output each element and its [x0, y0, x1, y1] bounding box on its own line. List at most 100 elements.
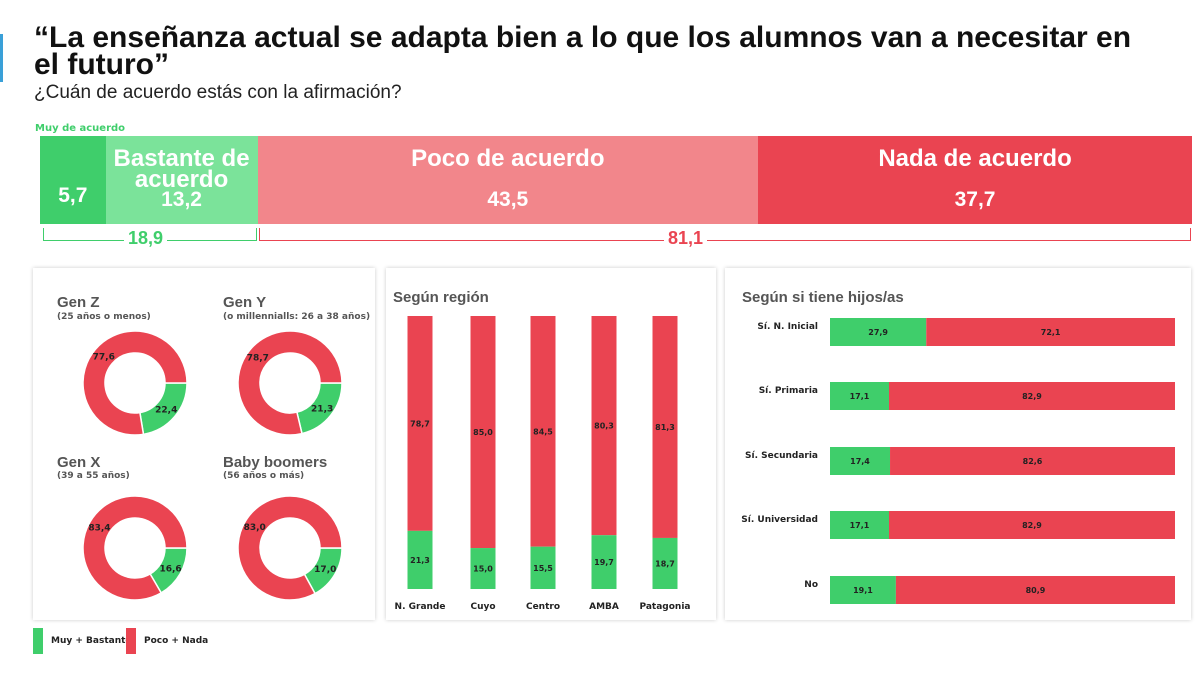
- children-value-label-muy-bastante: 19,1: [853, 586, 873, 595]
- segment-poco-de-acuerdo: Poco de acuerdo 43,5: [257, 136, 759, 224]
- donut-chart-baby-boomers: 17,0 83,0: [237, 495, 343, 601]
- group-bracket-disagree: [259, 228, 1191, 241]
- donut-chart-gen-z: 22,4 77,6: [82, 330, 188, 436]
- donut-subtitle-gen-z: (25 años o menos): [57, 312, 151, 322]
- region-bar-chart: 78,7 21,3 N. Grande 85,0 15,0 Cuyo 84,5 15,5 Cen…: [395, 316, 691, 612]
- children-panel: Según si tiene hijos/as 27,9 72,1 Sí. N. I…: [725, 268, 1191, 620]
- segment-value-label: 37,7: [954, 188, 996, 211]
- region-bar-muy-bastante: [470, 548, 496, 589]
- children-bar-poco-nada: [890, 447, 1175, 475]
- region-category-label: Cuyo: [470, 602, 495, 612]
- children-bar-muy-bastante: [830, 382, 889, 410]
- donut-slice-label-poco-nada: 77,6: [93, 352, 115, 362]
- donut-subtitle-gen-x: (39 a 55 años): [57, 471, 130, 481]
- donut-slice-poco-nada: [237, 330, 343, 436]
- donut-slice-label-poco-nada: 83,0: [244, 523, 266, 533]
- children-bar-muy-bastante: [830, 318, 927, 346]
- donut-slice-label-muy-bastante: 16,6: [159, 564, 181, 574]
- children-value-label-muy-bastante: 17,4: [850, 457, 870, 466]
- segment-label: Bastante de acuerdo: [113, 145, 250, 193]
- group-total-agree: 18,9: [124, 228, 168, 249]
- region-bar-poco-nada: [470, 316, 496, 549]
- segment-label: Nada de acuerdo: [878, 145, 1072, 172]
- donut-title-gen-y: Gen Y: [223, 294, 267, 311]
- legend-swatch-green: [33, 628, 43, 654]
- group-total-disagree: 81,1: [664, 228, 708, 249]
- agreement-stacked-bar: 5,7 Bastante de acuerdo 13,2 Poco de acuerd…: [40, 136, 1192, 224]
- children-bar-poco-nada: [926, 318, 1175, 346]
- region-category-label: AMBA: [589, 602, 619, 612]
- children-value-label-poco-nada: 82,6: [1023, 457, 1043, 466]
- region-bar-poco-nada: [652, 316, 678, 538]
- segment-value-label: 5,7: [58, 184, 88, 207]
- segment-value-label: 43,5: [487, 188, 529, 211]
- donut-subtitle-gen-y: (o millennialls: 26 a 38 años): [223, 312, 371, 322]
- region-category-label: Patagonia: [640, 602, 691, 612]
- donut-chart-gen-x: 16,6 83,4: [82, 495, 188, 601]
- donut-title-gen-x: Gen X: [57, 454, 101, 471]
- region-panel: Según región 78,7 21,3 N. Grande 85,0 15,0 Cu…: [386, 268, 716, 620]
- region-category-label: N. Grande: [395, 602, 446, 612]
- muy-de-acuerdo-label: Muy de acuerdo: [35, 123, 126, 134]
- region-bar-muy-bastante: [530, 546, 556, 589]
- region-value-label-muy-bastante: 15,5: [533, 564, 553, 573]
- page-title: “La enseñanza actual se adapta bien a lo…: [34, 21, 1132, 81]
- region-bar-poco-nada: [407, 316, 433, 531]
- region-value-label-muy-bastante: 15,0: [473, 565, 493, 574]
- children-value-label-poco-nada: 80,9: [1026, 586, 1046, 595]
- children-value-label-muy-bastante: 17,1: [850, 521, 870, 530]
- legend-swatch-red: [126, 628, 136, 654]
- region-panel-title: Según región: [393, 289, 489, 306]
- children-bar-chart: 27,9 72,1 Sí. N. Inicial 17,1 82,9 Sí. Primar…: [741, 318, 1175, 604]
- legend-label: Poco + Nada: [144, 636, 209, 646]
- children-bar-poco-nada: [888, 382, 1175, 410]
- segment-muy-de-acuerdo: 5,7: [40, 136, 106, 224]
- donut-slice-label-muy-bastante: 17,0: [314, 565, 336, 575]
- children-value-label-poco-nada: 72,1: [1041, 328, 1061, 337]
- segment-nada-de-acuerdo: Nada de acuerdo 37,7: [758, 136, 1192, 224]
- region-bar-poco-nada: [530, 316, 556, 547]
- region-value-label-poco-nada: 85,0: [473, 428, 493, 437]
- region-value-label-poco-nada: 80,3: [594, 422, 614, 431]
- donut-title-gen-z: Gen Z: [57, 294, 100, 311]
- children-bar-muy-bastante: [830, 576, 896, 604]
- children-category-label: Sí. Primaria: [759, 386, 818, 396]
- children-category-label: Sí. Secundaria: [745, 451, 818, 461]
- children-value-label-poco-nada: 82,9: [1022, 521, 1042, 530]
- region-bar-poco-nada: [591, 316, 617, 536]
- region-value-label-muy-bastante: 19,7: [594, 558, 614, 567]
- page-subtitle: ¿Cuán de acuerdo estás con la afirmación…: [34, 82, 402, 103]
- region-value-label-poco-nada: 84,5: [533, 427, 553, 436]
- legend-item-poco-nada: Poco + Nada: [126, 628, 208, 654]
- segment-bastante-de-acuerdo: Bastante de acuerdo 13,2: [105, 136, 258, 224]
- children-panel-title: Según si tiene hijos/as: [742, 289, 904, 306]
- donut-slice-label-poco-nada: 78,7: [247, 354, 269, 364]
- children-value-label-muy-bastante: 27,9: [868, 328, 888, 337]
- legend-label: Muy + Bastante: [51, 636, 132, 646]
- children-value-label-poco-nada: 82,9: [1022, 392, 1042, 401]
- region-value-label-muy-bastante: 21,3: [410, 556, 430, 565]
- region-bar-muy-bastante: [652, 537, 678, 589]
- region-bar-muy-bastante: [591, 535, 617, 589]
- donut-slice-poco-nada: [82, 495, 188, 601]
- segment-value-label: 13,2: [161, 188, 202, 211]
- donut-slice-poco-nada: [237, 495, 343, 601]
- region-value-label-poco-nada: 78,7: [410, 419, 430, 428]
- children-bar-muy-bastante: [830, 511, 889, 539]
- children-value-label-muy-bastante: 17,1: [850, 392, 870, 401]
- donut-slice-label-muy-bastante: 21,3: [311, 404, 333, 414]
- legend-item-muy-bastante: Muy + Bastante: [33, 628, 132, 654]
- region-category-label: Centro: [526, 602, 560, 612]
- children-bar-muy-bastante: [830, 447, 891, 475]
- accent-line: [0, 34, 3, 82]
- donut-subtitle-baby-boomers: (56 años o más): [223, 471, 305, 481]
- donut-chart-gen-y: 21,3 78,7: [237, 330, 343, 436]
- children-category-label: Sí. N. Inicial: [757, 322, 818, 332]
- donut-title-baby-boomers: Baby boomers: [223, 454, 328, 471]
- region-bar-muy-bastante: [407, 530, 433, 589]
- donut-slice-poco-nada: [82, 330, 188, 436]
- children-bar-poco-nada: [895, 576, 1175, 604]
- children-category-label: No: [804, 580, 818, 590]
- region-value-label-muy-bastante: 18,7: [655, 559, 675, 568]
- segment-label: Poco de acuerdo: [411, 145, 605, 172]
